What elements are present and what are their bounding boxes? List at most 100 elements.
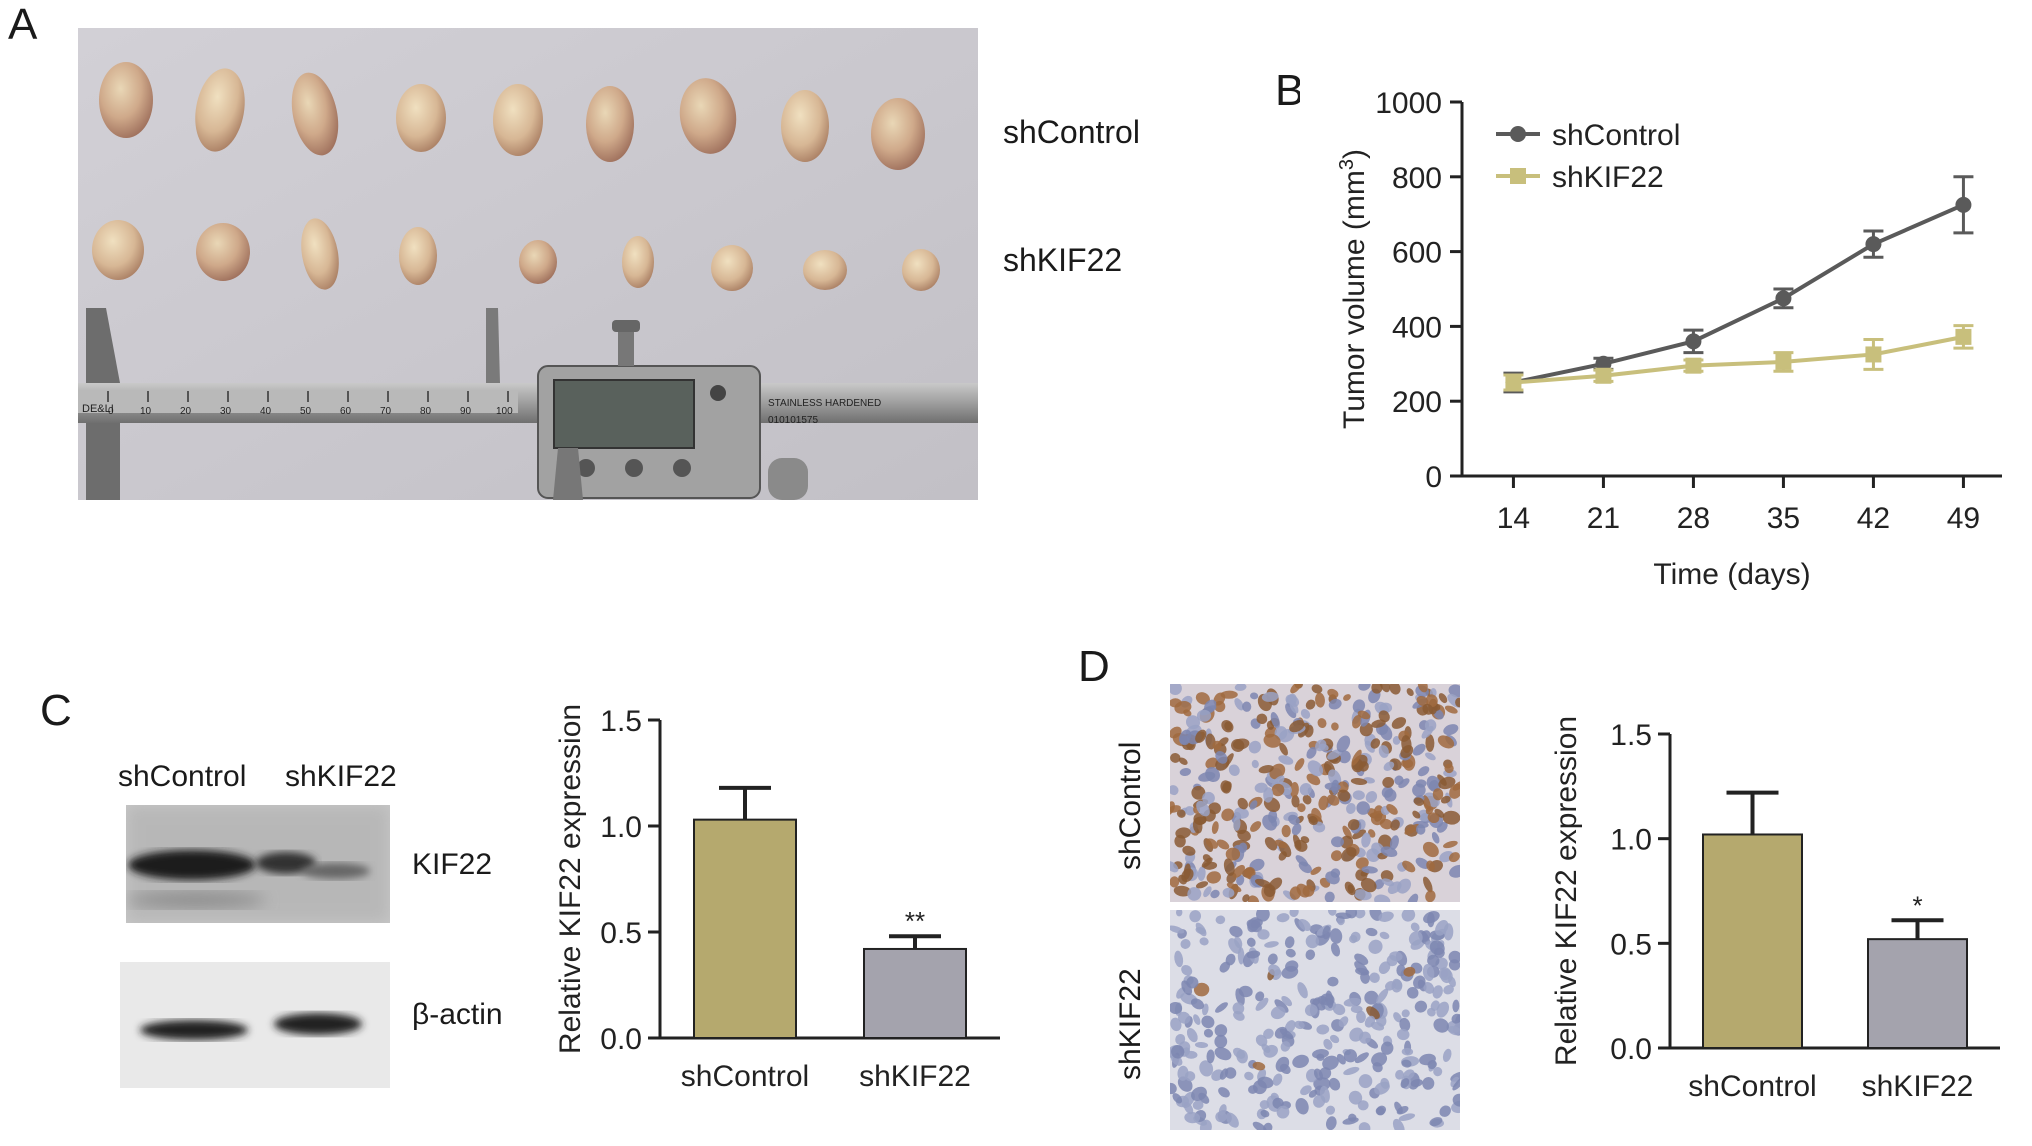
y-tick-label: 1.0 bbox=[1610, 824, 1652, 857]
ihc-cell bbox=[1347, 884, 1354, 894]
ihc-cell bbox=[1211, 821, 1219, 835]
ihc-cell bbox=[1323, 1038, 1333, 1050]
ihc-cell bbox=[1322, 1055, 1339, 1070]
ihc-cell bbox=[1288, 814, 1300, 826]
ihc-cell bbox=[1400, 1078, 1410, 1089]
ihc-cell bbox=[1425, 752, 1436, 761]
ihc-cell bbox=[1374, 894, 1391, 902]
ihc-cell bbox=[1332, 1003, 1346, 1016]
ihc-cell bbox=[1317, 718, 1327, 729]
ihc-cell bbox=[1381, 878, 1395, 887]
x-tick-label: 35 bbox=[1767, 502, 1800, 535]
ihc-cell bbox=[1328, 1077, 1341, 1091]
ihc-cell bbox=[1252, 1080, 1267, 1095]
ihc-cell bbox=[1308, 1089, 1318, 1098]
ihc-cell bbox=[1401, 1009, 1410, 1018]
ihc-cell bbox=[1300, 1085, 1312, 1096]
ihc-cell bbox=[1434, 808, 1445, 818]
caliper-tick-50: 50 bbox=[300, 406, 312, 417]
data-point-shControl bbox=[1865, 236, 1882, 253]
ihc-cell bbox=[1199, 1060, 1214, 1077]
ihc-cell bbox=[1369, 972, 1380, 983]
ihc-cell bbox=[1204, 699, 1217, 712]
ihc-cell bbox=[1268, 877, 1283, 891]
ihc-cell bbox=[1297, 803, 1306, 813]
ihc-cell bbox=[1214, 1034, 1228, 1049]
ihc-cell bbox=[1316, 1024, 1330, 1035]
ihc-cell bbox=[1438, 776, 1456, 790]
data-point-shControl bbox=[1775, 290, 1792, 307]
ihc-cell bbox=[1305, 934, 1320, 949]
ihc-cell bbox=[1423, 981, 1435, 994]
ihc-cell bbox=[1328, 698, 1342, 710]
ihc-cell bbox=[1170, 785, 1179, 796]
ihc-cell bbox=[1238, 985, 1253, 998]
ihc-cell bbox=[1355, 857, 1369, 870]
ihc-cell bbox=[1315, 739, 1327, 752]
ihc-cell bbox=[1432, 985, 1443, 999]
ihc-cell bbox=[1225, 847, 1241, 861]
ihc-cell bbox=[1242, 701, 1252, 712]
ihc-cell bbox=[1247, 895, 1260, 902]
ihc-cell bbox=[1393, 1012, 1402, 1023]
ihc-cell bbox=[1422, 841, 1439, 858]
ihc-cell bbox=[1194, 1041, 1209, 1049]
ihc-cell bbox=[1179, 735, 1190, 746]
ihc-cell bbox=[1408, 931, 1423, 946]
ihc-cell bbox=[1170, 925, 1185, 934]
ihc-cell bbox=[1433, 1018, 1449, 1033]
ihc-cell bbox=[1170, 1017, 1182, 1032]
ihc-cell bbox=[1295, 855, 1309, 867]
ihc-cell bbox=[1264, 941, 1279, 948]
ihc-cell bbox=[1370, 810, 1387, 826]
ihc-cell bbox=[1413, 797, 1424, 806]
ihc-cell bbox=[1195, 922, 1207, 937]
y-tick-label: 0.0 bbox=[600, 1023, 642, 1056]
ihc-cell bbox=[1195, 692, 1210, 705]
ihc-cell bbox=[1421, 725, 1434, 739]
ihc-image-shcontrol bbox=[1170, 684, 1460, 902]
ihc-cell bbox=[1406, 688, 1414, 697]
ihc-cell bbox=[1278, 755, 1294, 765]
data-point-shKIF22 bbox=[1505, 374, 1522, 391]
ihc-cell bbox=[1452, 1093, 1460, 1107]
ihc-cell bbox=[1223, 858, 1235, 876]
ihc-cell bbox=[1350, 778, 1368, 785]
ihc-cell bbox=[1396, 1028, 1410, 1041]
ihc-cell bbox=[1306, 747, 1317, 759]
ihc-cell bbox=[1305, 699, 1316, 710]
ihc-cell bbox=[1442, 1048, 1452, 1063]
ihc-cell bbox=[1191, 1086, 1207, 1102]
y-tick-label: 600 bbox=[1392, 237, 1442, 270]
ihc-cell bbox=[1391, 717, 1407, 729]
ihc-cell bbox=[1327, 976, 1339, 987]
ihc-cell bbox=[1431, 832, 1440, 844]
ihc-cell bbox=[1238, 842, 1248, 853]
ihc-cell bbox=[1252, 1121, 1267, 1130]
ihc-cell bbox=[1172, 1093, 1183, 1104]
ihc-cell bbox=[1224, 1067, 1237, 1079]
ihc-cell bbox=[1246, 950, 1261, 959]
caliper-tick-60: 60 bbox=[340, 406, 352, 417]
ihc-cell bbox=[1294, 1020, 1305, 1030]
ihc-cell bbox=[1338, 1016, 1349, 1028]
ihc-cell bbox=[1365, 791, 1378, 803]
ihc-cell bbox=[1427, 812, 1440, 824]
ihc-cell bbox=[1331, 836, 1344, 848]
ihc-cell bbox=[1390, 819, 1400, 831]
ihc-cell bbox=[1268, 964, 1281, 976]
ihc-cell bbox=[1229, 925, 1243, 938]
ihc-cell bbox=[1183, 863, 1191, 880]
ihc-cell bbox=[1330, 850, 1343, 862]
ihc-cell bbox=[1180, 939, 1191, 949]
ihc-cell bbox=[1347, 819, 1360, 831]
ihc-cell bbox=[1343, 694, 1351, 701]
ihc-cell bbox=[1427, 954, 1440, 967]
ihc-cell bbox=[1440, 969, 1449, 978]
ihc-cell bbox=[1360, 971, 1370, 984]
ihc-cell bbox=[1415, 824, 1426, 835]
panel-b-letter: B bbox=[1275, 66, 1305, 115]
ihc-cell bbox=[1225, 1112, 1239, 1128]
ihc-cell bbox=[1401, 910, 1416, 922]
ihc-cell bbox=[1395, 1069, 1404, 1080]
